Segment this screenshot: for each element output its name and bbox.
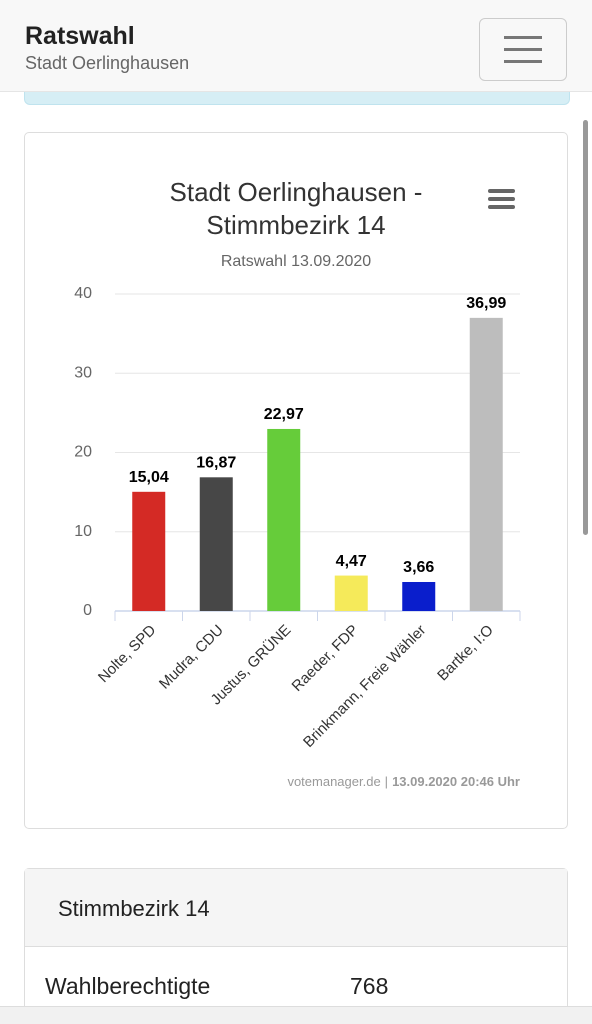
- data-label: 36,99: [466, 295, 506, 312]
- site-title: Ratswahl: [25, 22, 135, 50]
- row-label: Wahlberechtigte: [45, 973, 211, 999]
- data-label: 16,87: [196, 455, 236, 472]
- chart-subtitle: Ratswahl 13.09.2020: [220, 253, 372, 270]
- bar: [469, 317, 503, 611]
- credits-date: 13.09.2020 20:46 Uhr: [392, 774, 520, 789]
- bar: [199, 477, 233, 611]
- y-tick-label: 30: [74, 364, 92, 381]
- navbar: Ratswahl Stadt Oerlinghausen: [0, 0, 592, 92]
- chart-title: Stadt Oerlinghausen - Stimmbezirk 14: [169, 177, 423, 240]
- table-card: Stimmbezirk 14 Wahlberechtigte 768: [24, 868, 568, 1024]
- scrollbar: [583, 120, 588, 535]
- credits: votemanager.de | 13.09.2020 20:46 Uhr: [287, 774, 520, 789]
- bar: [334, 575, 368, 611]
- table-header: Stimmbezirk 14: [25, 869, 567, 947]
- credits-separator: |: [385, 774, 388, 789]
- data-label: 15,04: [129, 469, 169, 486]
- data-label: 22,97: [264, 406, 304, 423]
- y-tick-label: 10: [74, 523, 92, 540]
- menu-button[interactable]: [479, 18, 567, 81]
- x-tick-label: Raeder, FDP: [289, 622, 362, 695]
- y-tick-label: 20: [74, 444, 92, 461]
- table-header-text: Stimmbezirk 14: [58, 896, 210, 921]
- bar: [267, 428, 301, 611]
- x-tick-label: Brinkmann, Freie Wähler: [300, 622, 429, 751]
- site-subtitle: Stadt Oerlinghausen: [25, 53, 190, 73]
- x-tick-label: Mudra, CDU: [156, 622, 227, 693]
- y-tick-label: 40: [74, 285, 92, 302]
- y-tick-label: 0: [83, 602, 92, 619]
- chart-card: [24, 132, 568, 829]
- x-tick-label: Bartke, I:O: [434, 622, 497, 685]
- x-tick-label: Nolte, SPD: [95, 622, 160, 687]
- bottom-bar: [0, 1006, 592, 1024]
- credits-source: votemanager.de: [287, 774, 380, 789]
- bar: [132, 491, 166, 611]
- bar: [402, 581, 436, 611]
- data-label: 4,47: [336, 553, 367, 570]
- row-value: 768: [350, 973, 389, 999]
- data-label: 3,66: [403, 559, 434, 576]
- chart-menu[interactable]: [488, 189, 515, 209]
- info-box: [24, 92, 570, 105]
